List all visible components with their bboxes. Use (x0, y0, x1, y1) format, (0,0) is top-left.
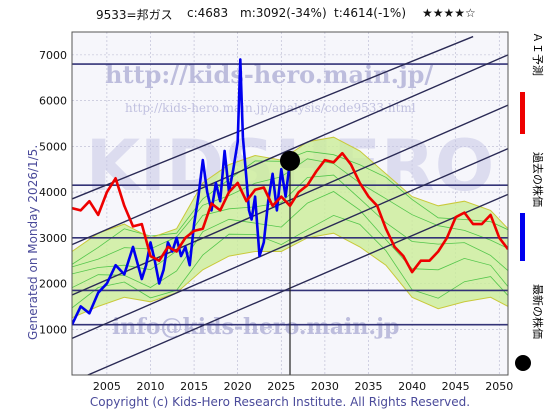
legend-latest-dot (515, 355, 531, 371)
watermark-email: info@kids-hero.main.jp (112, 314, 399, 340)
latest-price-marker (280, 150, 300, 171)
watermark-url-path: http://kids-hero.main.jp/analysis/code95… (125, 101, 416, 115)
copyright-footer: Copyright (c) Kids-Hero Research Institu… (89, 395, 471, 409)
current-price: c:4683 (187, 6, 229, 20)
y-tick-label: 1000 (39, 323, 67, 336)
legend-price-label: 過去の株価 (531, 152, 544, 207)
target-price: t:4614(-1%) (334, 6, 407, 20)
generated-date-label: Generated on Monday 2026/1/5. (26, 144, 40, 340)
plot-frame (71, 31, 509, 376)
x-tick-label: 2040 (398, 380, 426, 393)
band-edge (72, 232, 508, 319)
y-tick-label: 7000 (39, 49, 67, 62)
x-tick-label: 2020 (224, 380, 252, 393)
legend-forecast-label: ＡＩ予測 (531, 32, 544, 76)
y-tick-label: 2000 (39, 278, 67, 291)
series-layer (72, 58, 508, 326)
y-tick-label: 5000 (39, 140, 67, 153)
past-price-line (72, 58, 292, 326)
x-tick-label: 2010 (136, 380, 164, 393)
chart-header: 9533=邦ガス c:4683 m:3092(-34%) t:4614(-1%)… (0, 6, 560, 22)
x-tick-label: 2050 (485, 380, 513, 393)
latest-marker-layer (280, 150, 300, 171)
ai-forecast-line (72, 151, 508, 274)
y-tick-label: 6000 (39, 95, 67, 108)
mid-price: m:3092(-34%) (240, 6, 327, 20)
axes: 1000 2000 3000 4000 5000 6000 7000 2005 2010 2015… (39, 49, 513, 393)
x-tick-label: 2025 (267, 380, 295, 393)
x-tick-label: 2005 (93, 380, 121, 393)
x-tick-label: 2030 (311, 380, 339, 393)
y-tick-label: 4000 (39, 186, 67, 199)
legend-forecast-swatch (520, 92, 525, 134)
trend-line (72, 35, 474, 200)
trend-lines (72, 35, 508, 375)
trend-line (72, 54, 508, 246)
band-scenario-line (72, 191, 508, 289)
legend-price-swatch (520, 213, 525, 261)
ticker-label: 9533=邦ガス (96, 8, 173, 22)
rating-stars: ★★★★☆ (422, 6, 476, 20)
x-tick-label: 2045 (442, 380, 470, 393)
x-tick-label: 2035 (354, 380, 382, 393)
x-tick-label: 2015 (180, 380, 208, 393)
y-tick-label: 3000 (39, 232, 67, 245)
legend-latest-label: 最新の株価 (531, 284, 544, 339)
